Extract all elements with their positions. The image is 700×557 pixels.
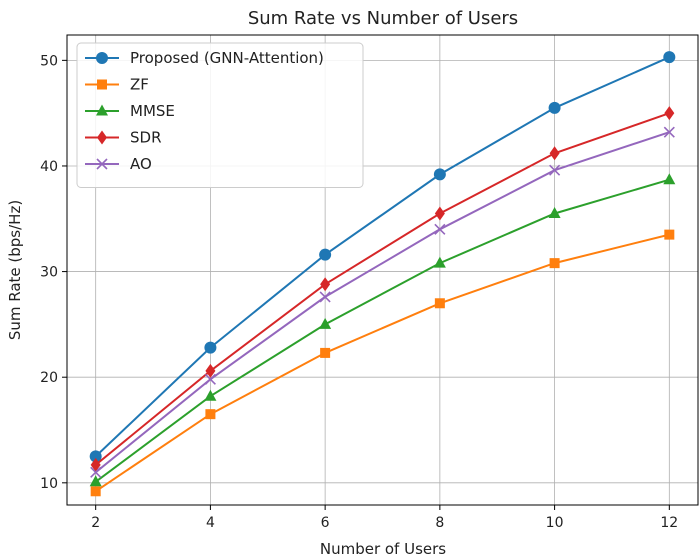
triangle-marker <box>96 104 108 116</box>
series-line <box>95 178 670 483</box>
chart-title: Sum Rate vs Number of Users <box>248 8 518 29</box>
legend-item: SDR <box>85 129 162 147</box>
plot-frame <box>66 34 699 506</box>
legend-label: ZF <box>130 76 149 94</box>
series-3 <box>90 106 675 472</box>
x-marker <box>90 466 102 478</box>
diamond-marker <box>664 106 675 121</box>
circle-marker <box>433 168 446 181</box>
x-axis-label: Number of Users <box>320 540 446 557</box>
y-tick-label: 30 <box>40 265 58 281</box>
legend-label: SDR <box>130 129 162 147</box>
legend-label: MMSE <box>130 102 175 120</box>
x-tick-label: 8 <box>435 515 444 531</box>
y-tick-label: 50 <box>40 53 58 69</box>
diamond-marker <box>90 457 101 472</box>
diamond-marker <box>549 146 560 161</box>
series-1 <box>90 229 675 497</box>
x-tick-label: 4 <box>206 515 215 531</box>
x-marker <box>319 291 331 303</box>
triangle-marker <box>319 317 332 329</box>
series-line <box>95 112 670 466</box>
triangle-marker <box>204 389 217 401</box>
y-tick-label: 20 <box>40 370 58 386</box>
legend-item: MMSE <box>85 102 175 120</box>
x-tick-label: 2 <box>91 515 100 531</box>
triangle-marker <box>433 256 446 268</box>
legend-label: AO <box>130 155 152 173</box>
circle-marker <box>96 52 108 64</box>
y-axis-label: Sum Rate (bps/Hz) <box>6 200 24 340</box>
triangle-marker <box>548 206 561 218</box>
circle-marker <box>204 341 217 354</box>
diamond-marker <box>97 130 107 145</box>
square-marker <box>90 486 101 497</box>
diamond-marker <box>434 206 445 221</box>
x-axis-ticks: 2 4 6 8 10 12 <box>91 505 678 531</box>
series-line <box>95 56 670 458</box>
legend-item: Proposed (GNN-Attention) <box>85 49 324 67</box>
triangle-marker <box>89 475 102 487</box>
y-tick-label: 40 <box>40 159 58 175</box>
series-layer <box>89 51 676 497</box>
triangle-marker <box>663 173 676 185</box>
x-tick-label: 10 <box>546 515 564 531</box>
legend-item: AO <box>85 155 152 173</box>
series-0 <box>89 51 676 463</box>
y-axis-ticks: 10 20 30 40 50 <box>40 53 67 492</box>
legend: Proposed (GNN-Attention) ZF MMSE SDR AO <box>76 42 364 188</box>
x-marker <box>434 223 446 235</box>
square-marker <box>549 258 560 269</box>
circle-marker <box>548 101 561 114</box>
square-marker <box>205 409 216 420</box>
diamond-marker <box>205 363 216 378</box>
square-marker <box>434 298 445 309</box>
circle-marker <box>663 51 676 64</box>
diamond-marker <box>320 277 331 292</box>
y-tick-label: 10 <box>40 476 58 492</box>
x-marker <box>204 373 216 385</box>
circle-marker <box>89 450 102 463</box>
square-marker <box>664 229 675 240</box>
square-marker <box>97 79 107 90</box>
series-line <box>95 233 670 493</box>
legend-box <box>76 42 364 188</box>
series-2 <box>89 173 676 487</box>
x-marker <box>96 158 108 170</box>
series-line <box>95 131 670 474</box>
x-tick-label: 12 <box>660 515 678 531</box>
circle-marker <box>319 248 332 261</box>
x-tick-label: 6 <box>321 515 330 531</box>
x-marker <box>663 126 675 138</box>
legend-item: ZF <box>85 76 149 94</box>
series-4 <box>90 126 675 478</box>
x-marker <box>549 164 561 176</box>
legend-label: Proposed (GNN-Attention) <box>130 49 324 67</box>
square-marker <box>320 347 331 358</box>
